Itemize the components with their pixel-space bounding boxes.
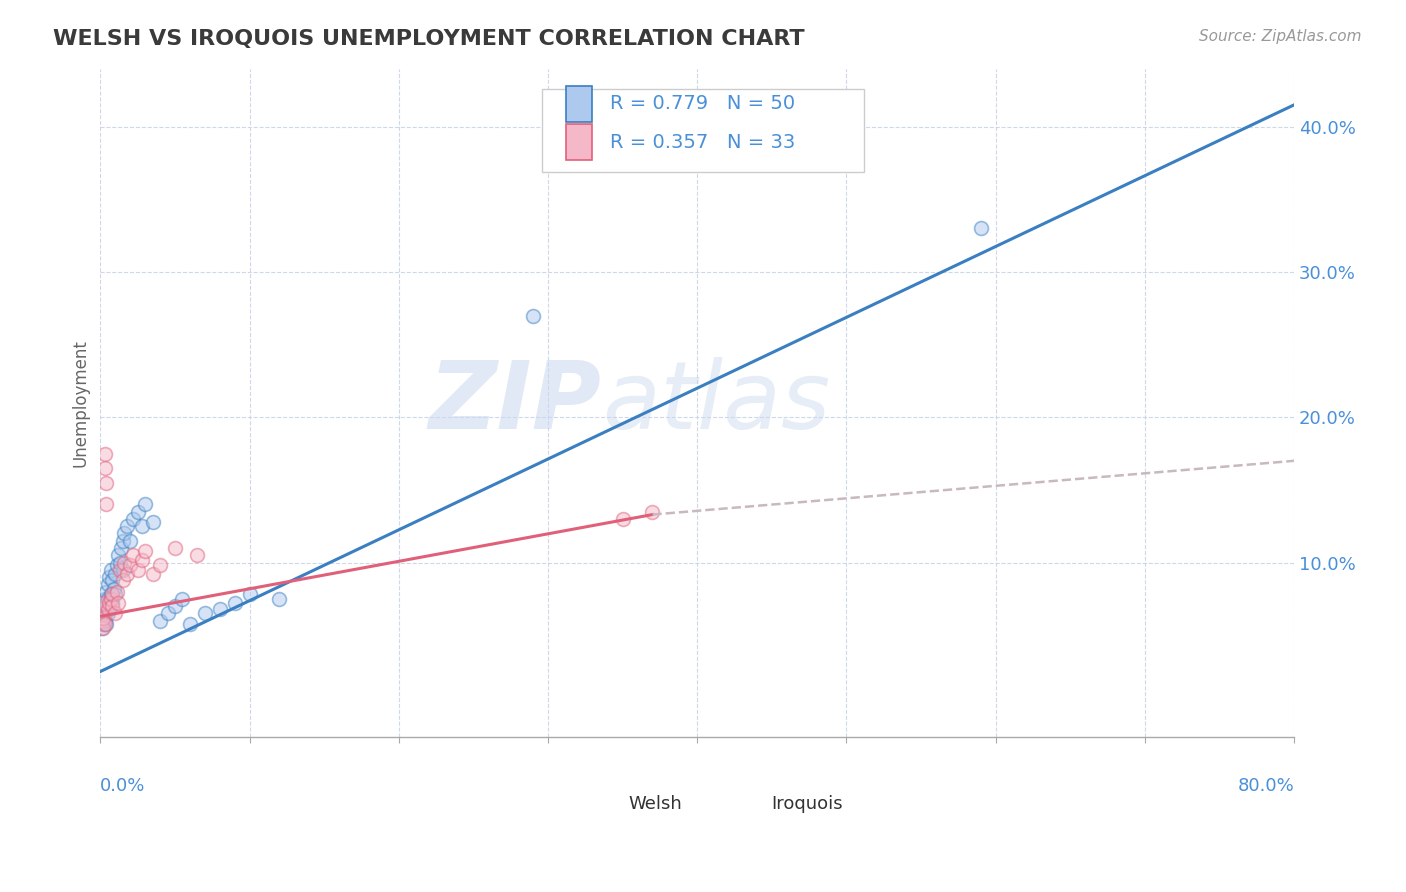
Text: atlas: atlas (602, 357, 830, 448)
Text: R = 0.779   N = 50: R = 0.779 N = 50 (610, 95, 796, 113)
Point (101, 573, 124, 587)
Y-axis label: Unemployment: Unemployment (72, 339, 89, 467)
Point (104, 587, 127, 601)
Point (105, 584, 128, 599)
Text: Welsh: Welsh (628, 795, 682, 813)
Point (120, 533, 142, 548)
FancyBboxPatch shape (567, 86, 592, 122)
Point (101, 596, 124, 610)
Point (94, 607, 117, 621)
Text: WELSH VS IROQUOIS UNEMPLOYMENT CORRELATION CHART: WELSH VS IROQUOIS UNEMPLOYMENT CORRELATI… (53, 29, 806, 48)
Point (103, 582, 125, 596)
Point (96, 497, 118, 511)
Point (131, 519, 153, 533)
Point (97, 602, 120, 616)
Point (122, 512, 145, 526)
Point (100, 591, 122, 606)
Point (641, 505, 664, 519)
Point (163, 599, 186, 613)
Point (131, 552, 153, 566)
Text: 80.0%: 80.0% (1237, 777, 1294, 795)
Text: ZIP: ZIP (429, 357, 602, 449)
Point (97, 607, 120, 621)
Point (90, 614, 112, 628)
Point (186, 548, 208, 562)
Point (127, 563, 149, 577)
Point (111, 563, 134, 577)
Point (100, 587, 122, 601)
Text: Iroquois: Iroquois (772, 795, 842, 813)
Point (115, 567, 138, 582)
Point (96, 616, 118, 631)
Point (97, 591, 120, 606)
Point (91, 596, 114, 610)
Point (172, 591, 194, 606)
Point (94, 616, 117, 631)
Point (134, 497, 156, 511)
Point (94, 602, 117, 616)
Point (91, 621, 114, 635)
Point (94, 591, 117, 606)
Point (98, 570, 121, 584)
Point (156, 607, 179, 621)
Point (142, 567, 165, 582)
FancyBboxPatch shape (740, 789, 765, 819)
Point (134, 544, 156, 558)
Point (522, 309, 544, 323)
Point (96, 596, 118, 610)
Point (179, 616, 201, 631)
Point (224, 596, 246, 610)
Point (115, 519, 138, 533)
Point (90, 614, 112, 628)
Point (112, 526, 135, 541)
Point (100, 563, 122, 577)
Point (111, 533, 134, 548)
Point (98, 596, 121, 610)
Point (98, 602, 121, 616)
Point (91, 611, 114, 625)
Text: R = 0.357   N = 33: R = 0.357 N = 33 (610, 133, 796, 152)
Point (94, 614, 117, 628)
Text: 0.0%: 0.0% (100, 777, 146, 795)
FancyBboxPatch shape (596, 789, 621, 819)
Point (122, 548, 145, 562)
FancyBboxPatch shape (543, 88, 865, 172)
Point (94, 461, 117, 475)
Point (107, 548, 129, 562)
Point (112, 556, 135, 570)
Point (94, 446, 117, 460)
Point (101, 587, 124, 601)
Point (111, 573, 134, 587)
Point (108, 556, 131, 570)
Point (96, 584, 118, 599)
Point (90, 621, 112, 635)
Point (612, 512, 634, 526)
Point (104, 607, 127, 621)
Point (127, 505, 149, 519)
Point (208, 602, 231, 616)
Point (104, 567, 127, 582)
Point (96, 475, 118, 490)
Point (101, 599, 124, 613)
Point (149, 558, 172, 573)
Point (91, 599, 114, 613)
Point (97, 577, 120, 591)
Point (91, 616, 114, 631)
Point (120, 558, 142, 573)
Point (194, 607, 217, 621)
FancyBboxPatch shape (567, 124, 592, 161)
Point (239, 587, 262, 601)
Point (163, 541, 186, 555)
Point (107, 596, 129, 610)
Point (149, 614, 172, 628)
Point (269, 591, 291, 606)
Point (970, 221, 993, 235)
Text: Source: ZipAtlas.com: Source: ZipAtlas.com (1198, 29, 1361, 44)
Point (105, 558, 128, 573)
Point (90, 602, 112, 616)
Point (142, 515, 165, 529)
Point (91, 611, 114, 625)
Point (110, 541, 132, 555)
Point (108, 563, 131, 577)
